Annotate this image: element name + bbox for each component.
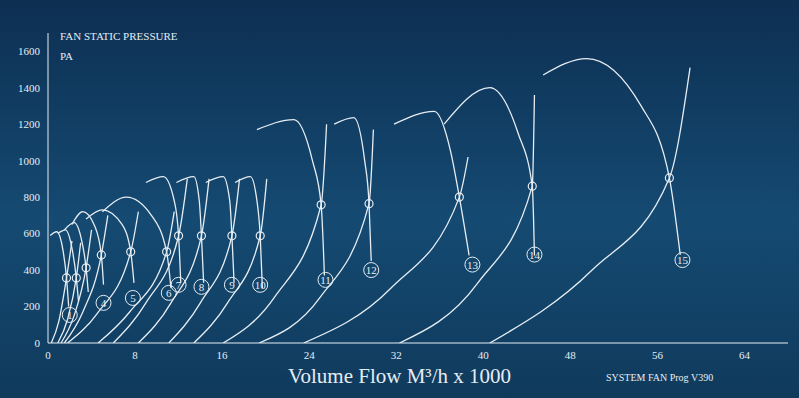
svg-text:9: 9 bbox=[229, 279, 235, 291]
svg-text:10: 10 bbox=[255, 279, 267, 291]
html-text:FAN STATIC PRESSURE: FAN STATIC PRESSURE bbox=[60, 30, 178, 42]
svg-text:13: 13 bbox=[467, 259, 479, 271]
svg-text:32: 32 bbox=[391, 349, 402, 361]
svg-text:800: 800 bbox=[24, 191, 41, 203]
svg-text:8: 8 bbox=[199, 281, 205, 293]
svg-text:16: 16 bbox=[217, 349, 229, 361]
html-text:Volume Flow M³/h x 1000: Volume Flow M³/h x 1000 bbox=[288, 364, 511, 388]
svg-text:1: 1 bbox=[67, 309, 73, 321]
svg-text:64: 64 bbox=[739, 349, 751, 361]
svg-text:5: 5 bbox=[130, 292, 136, 304]
svg-text:12: 12 bbox=[366, 264, 377, 276]
svg-text:11: 11 bbox=[320, 274, 331, 286]
svg-text:15: 15 bbox=[677, 254, 689, 266]
svg-text:0: 0 bbox=[35, 337, 41, 349]
svg-text:40: 40 bbox=[478, 349, 490, 361]
html-text:PA: PA bbox=[60, 50, 74, 62]
svg-text:8: 8 bbox=[132, 349, 138, 361]
svg-text:6: 6 bbox=[166, 287, 172, 299]
svg-text:56: 56 bbox=[652, 349, 664, 361]
svg-text:1000: 1000 bbox=[18, 155, 41, 167]
svg-text:7: 7 bbox=[176, 279, 182, 291]
svg-text:48: 48 bbox=[565, 349, 577, 361]
svg-text:4: 4 bbox=[101, 297, 107, 309]
svg-text:600: 600 bbox=[24, 227, 41, 239]
svg-text:200: 200 bbox=[24, 300, 41, 312]
svg-text:1600: 1600 bbox=[18, 45, 41, 57]
html-text:SYSTEM FAN Prog V390: SYSTEM FAN Prog V390 bbox=[606, 372, 714, 383]
svg-text:0: 0 bbox=[45, 349, 51, 361]
svg-text:24: 24 bbox=[304, 349, 316, 361]
svg-text:1200: 1200 bbox=[18, 118, 41, 130]
svg-text:1400: 1400 bbox=[18, 82, 41, 94]
svg-text:400: 400 bbox=[24, 264, 41, 276]
svg-text:14: 14 bbox=[529, 249, 541, 261]
